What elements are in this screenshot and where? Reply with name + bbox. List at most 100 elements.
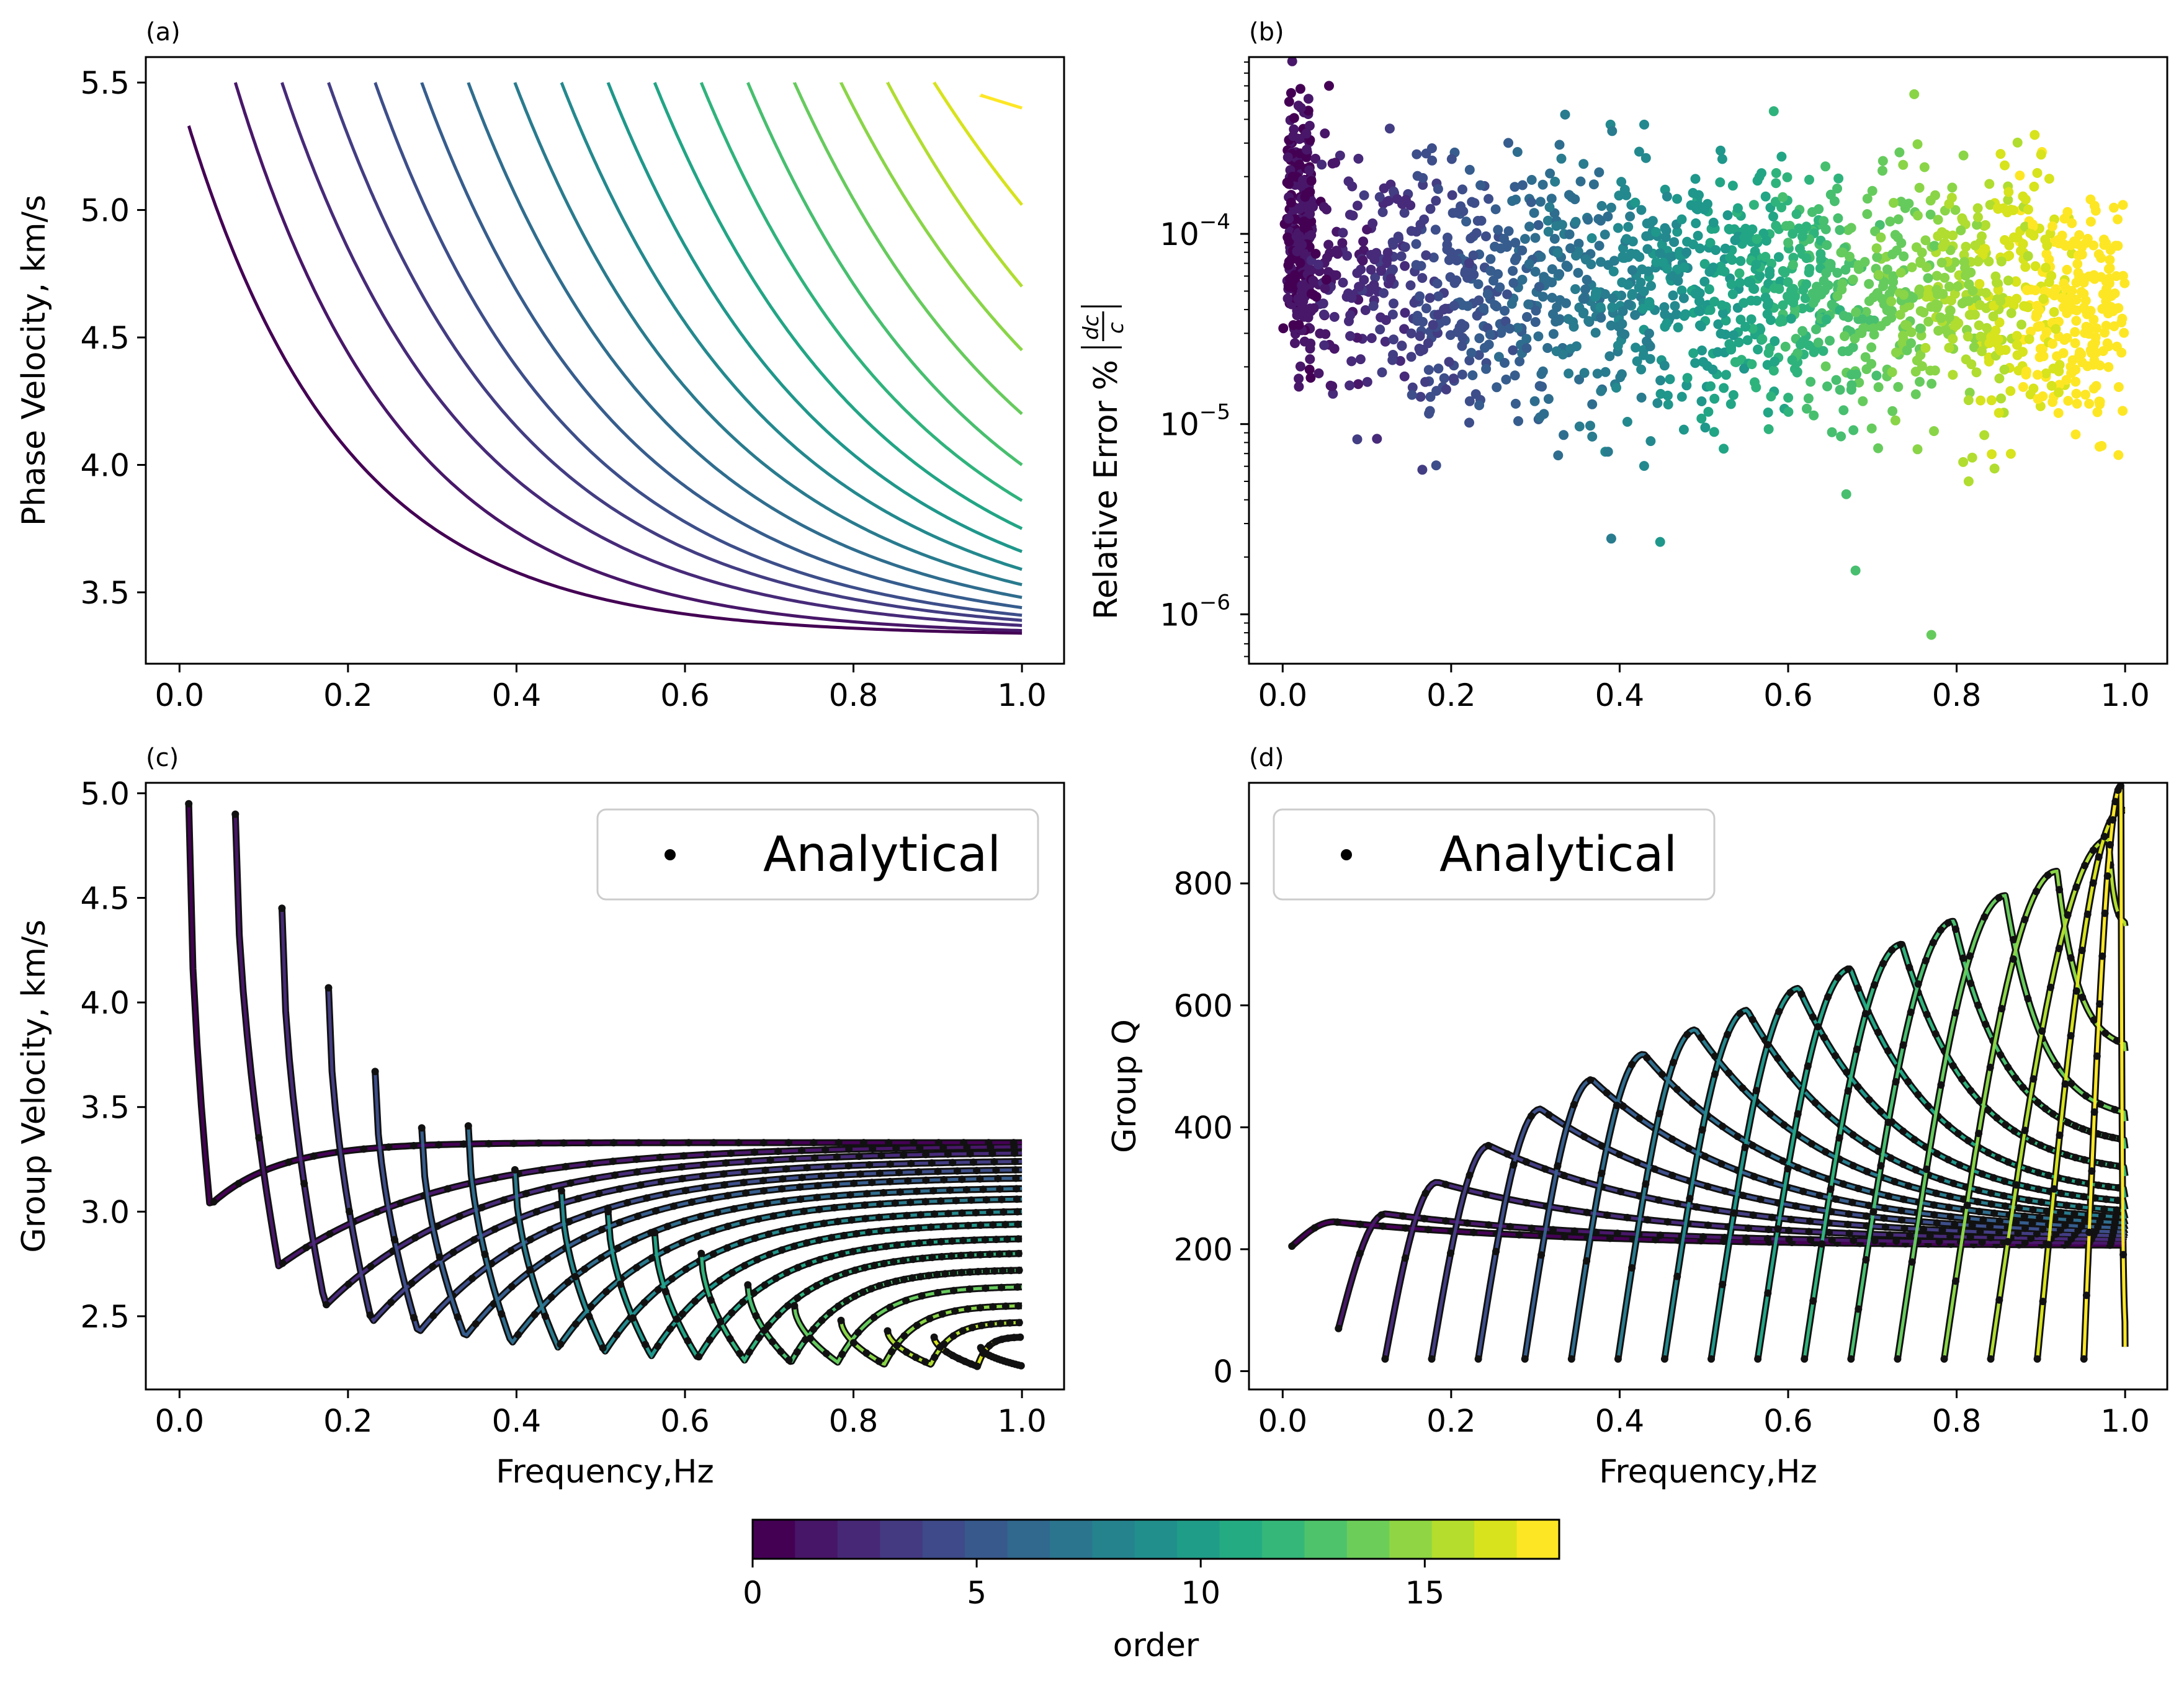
analytical-point xyxy=(745,1348,753,1356)
error-point xyxy=(2074,272,2084,282)
analytical-point xyxy=(754,1215,763,1223)
error-point xyxy=(1995,296,2006,306)
error-point xyxy=(1895,310,1905,320)
error-point xyxy=(1513,323,1523,333)
error-point xyxy=(2044,254,2054,265)
error-point xyxy=(1788,260,1798,270)
error-point xyxy=(1380,336,1390,347)
error-point xyxy=(1315,328,1325,339)
error-point xyxy=(1596,386,1606,396)
analytical-point xyxy=(429,1312,437,1319)
error-point xyxy=(1552,247,1563,258)
error-point xyxy=(1836,431,1846,442)
ytick-label: 3.5 xyxy=(80,575,130,611)
error-point xyxy=(1475,180,1486,190)
error-point xyxy=(1707,364,1718,375)
error-point xyxy=(1644,328,1654,339)
analytical-point xyxy=(1976,1228,1984,1236)
error-point xyxy=(1873,270,1884,280)
error-point xyxy=(2079,288,2089,299)
analytical-point xyxy=(2028,1137,2036,1145)
analytical-point xyxy=(746,1202,754,1210)
analytical-point xyxy=(939,1144,947,1152)
error-point xyxy=(1724,224,1734,234)
error-point xyxy=(2118,270,2128,281)
analytical-point xyxy=(764,1321,772,1329)
error-point xyxy=(1979,430,1990,440)
xtick-label: 0.0 xyxy=(1258,1403,1308,1439)
xtick-label: 0.6 xyxy=(1763,677,1813,713)
error-point xyxy=(2005,386,2016,396)
error-point xyxy=(2077,242,2087,252)
xtick-label: 0.8 xyxy=(829,677,879,713)
analytical-point xyxy=(1930,1211,1938,1219)
error-point xyxy=(1594,167,1604,177)
analytical-point xyxy=(1683,1030,1691,1038)
analytical-point xyxy=(1995,1296,2003,1304)
analytical-point xyxy=(1560,1172,1568,1180)
error-point xyxy=(1749,283,1760,294)
error-point xyxy=(1669,237,1680,247)
analytical-point xyxy=(444,1185,452,1193)
error-point xyxy=(1908,293,1918,303)
analytical-point xyxy=(1949,1179,1958,1187)
analytical-point xyxy=(862,1349,870,1357)
analytical-point xyxy=(1847,1355,1855,1363)
error-point xyxy=(1945,305,1956,316)
analytical-point xyxy=(1898,1216,1905,1224)
analytical-point xyxy=(730,1205,738,1213)
error-point xyxy=(1428,319,1438,330)
error-point xyxy=(1318,310,1329,319)
error-point xyxy=(1630,197,1640,208)
error-point xyxy=(1679,311,1689,321)
error-point xyxy=(2088,240,2099,251)
error-point xyxy=(1644,297,1655,307)
error-point xyxy=(1406,226,1416,236)
error-point xyxy=(1537,292,1548,302)
analytical-point xyxy=(1958,1075,1966,1083)
error-point xyxy=(1508,265,1518,276)
error-point xyxy=(1984,356,1994,367)
error-point xyxy=(1393,231,1403,242)
analytical-point xyxy=(973,1167,981,1175)
analytical-point xyxy=(373,1208,381,1216)
analytical-point xyxy=(2039,1298,2047,1306)
error-point xyxy=(1510,370,1520,381)
analytical-point xyxy=(660,1139,668,1147)
analytical-point xyxy=(678,1239,686,1247)
analytical-point xyxy=(810,1325,818,1333)
analytical-point xyxy=(1933,1149,1941,1157)
xtick-label: 0.6 xyxy=(1763,1403,1813,1439)
analytical-point xyxy=(2030,1075,2038,1083)
analytical-point xyxy=(2004,1237,2012,1246)
colorbar-cell xyxy=(795,1520,838,1559)
analytical-point xyxy=(1381,1355,1389,1363)
error-point xyxy=(2054,387,2064,398)
error-point xyxy=(1838,311,1849,321)
analytical-point xyxy=(1768,1213,1776,1221)
analytical-point xyxy=(1935,1237,1943,1246)
analytical-point xyxy=(994,1175,1002,1182)
error-point xyxy=(1606,320,1616,331)
group-velocity-mode-0 xyxy=(187,803,1023,1205)
analytical-point xyxy=(1402,1224,1410,1232)
analytical-point xyxy=(910,1139,918,1147)
error-point xyxy=(1727,255,1737,265)
error-point xyxy=(1851,369,1861,380)
analytical-point xyxy=(2052,1230,2060,1238)
analytical-point xyxy=(751,1234,759,1242)
analytical-point xyxy=(1736,1009,1744,1017)
error-point xyxy=(1554,315,1564,326)
error-point xyxy=(1608,293,1618,303)
analytical-point xyxy=(1854,984,1862,992)
analytical-point xyxy=(992,1236,1000,1244)
analytical-point xyxy=(1001,1221,1009,1229)
analytical-point xyxy=(843,1297,851,1305)
error-point xyxy=(1994,373,2005,384)
analytical-point xyxy=(2047,983,2054,991)
analytical-point xyxy=(1982,1020,1990,1028)
error-point xyxy=(1818,346,1828,356)
analytical-point xyxy=(1466,1171,1474,1179)
analytical-point xyxy=(614,1244,622,1252)
error-point xyxy=(1933,289,1943,300)
